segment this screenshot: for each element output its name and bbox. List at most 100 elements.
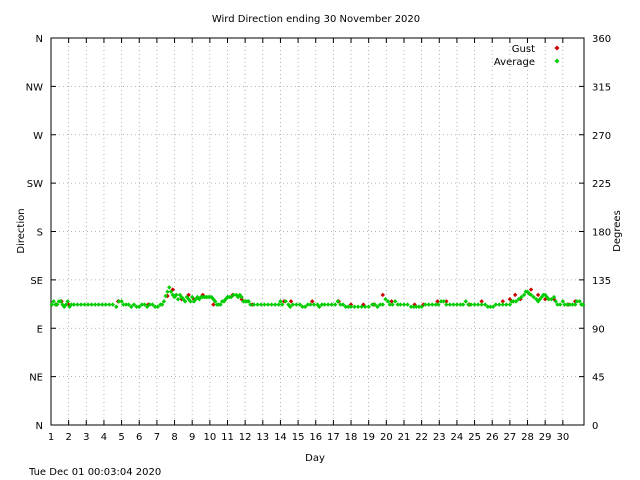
data-point [346, 304, 351, 309]
data-point [126, 302, 131, 307]
data-point [562, 302, 567, 307]
data-point [71, 302, 77, 307]
x-tick-label: 7 [154, 432, 160, 443]
data-point [416, 304, 422, 309]
data-point [362, 304, 368, 309]
data-point [322, 302, 327, 307]
y-tick-label-right: 225 [592, 179, 611, 190]
data-point [567, 302, 573, 307]
data-point [211, 302, 216, 307]
data-point [96, 302, 101, 307]
data-point [512, 292, 518, 298]
data-point [92, 302, 98, 307]
data-point [69, 302, 74, 307]
data-point [377, 302, 383, 307]
x-tick-label: 28 [521, 432, 534, 443]
data-point [231, 292, 236, 298]
data-point [297, 302, 303, 307]
y-tick-label-right: 45 [592, 373, 605, 384]
data-point [500, 302, 506, 307]
data-point [485, 304, 491, 309]
legend-marker-gust [554, 45, 560, 51]
data-point [319, 302, 325, 307]
x-tick-label: 3 [83, 432, 89, 443]
data-point [119, 299, 124, 304]
data-point [435, 299, 440, 304]
data-points [49, 285, 586, 309]
data-point [528, 292, 534, 298]
data-point [182, 299, 188, 304]
chart-title: Wird Direction ending 30 November 2020 [212, 14, 420, 25]
x-tick-label: 17 [327, 432, 340, 443]
data-point [383, 297, 388, 302]
data-point [152, 304, 158, 309]
series-average [49, 285, 586, 309]
data-point [89, 302, 94, 307]
y-tick-label-left: N [36, 421, 43, 432]
data-point [110, 302, 115, 307]
y-axis-label-right: Degrees [612, 210, 623, 252]
data-point [366, 304, 371, 309]
data-point [278, 299, 283, 304]
data-point [570, 302, 575, 307]
data-point [235, 294, 241, 300]
data-point [392, 299, 398, 304]
data-point [63, 302, 69, 307]
data-point [352, 304, 357, 309]
x-tick-label: 12 [239, 432, 252, 443]
data-point [546, 297, 551, 302]
data-point [507, 302, 513, 307]
data-point [288, 299, 294, 304]
data-point [488, 304, 493, 309]
data-point [539, 294, 544, 300]
data-point [444, 302, 449, 307]
data-point [438, 299, 444, 304]
y-tick-label-left: NE [29, 373, 43, 384]
data-point [460, 302, 466, 307]
y-tick-label-right: 90 [592, 324, 605, 335]
x-tick-label: 11 [221, 432, 234, 443]
data-point [311, 302, 317, 307]
data-point [300, 304, 305, 309]
data-point [535, 292, 541, 298]
data-point [565, 302, 570, 307]
data-point [542, 297, 548, 302]
data-point [458, 302, 463, 307]
data-point [375, 304, 380, 309]
data-point [463, 299, 468, 304]
data-point [528, 287, 534, 292]
data-point [372, 302, 378, 307]
x-axis-label: Day [305, 453, 325, 464]
plot-frame [50, 37, 585, 426]
data-point [468, 302, 474, 307]
x-tick-label: 1 [48, 432, 54, 443]
data-point [280, 302, 285, 307]
data-point [147, 302, 153, 307]
data-point [82, 302, 87, 307]
data-point [188, 299, 193, 304]
data-point [479, 302, 484, 307]
data-point [398, 302, 403, 307]
data-point [521, 292, 527, 298]
x-tick-label: 2 [65, 432, 71, 443]
x-tick-label: 24 [451, 432, 464, 443]
data-point [67, 304, 72, 309]
data-point [255, 302, 260, 307]
y-tick-label-left: N [36, 34, 43, 45]
data-point [411, 304, 416, 309]
data-point [99, 302, 105, 307]
data-point [116, 299, 122, 304]
data-point [472, 302, 477, 307]
data-point [433, 302, 438, 307]
data-point [137, 304, 142, 309]
data-point [251, 302, 257, 307]
data-point [513, 299, 519, 304]
legend-label-average: Average [494, 57, 535, 68]
data-point [555, 302, 560, 307]
x-tick-label: 10 [203, 432, 216, 443]
data-point [493, 302, 498, 307]
data-point [560, 299, 566, 304]
data-point [447, 302, 453, 307]
data-point [325, 302, 331, 307]
